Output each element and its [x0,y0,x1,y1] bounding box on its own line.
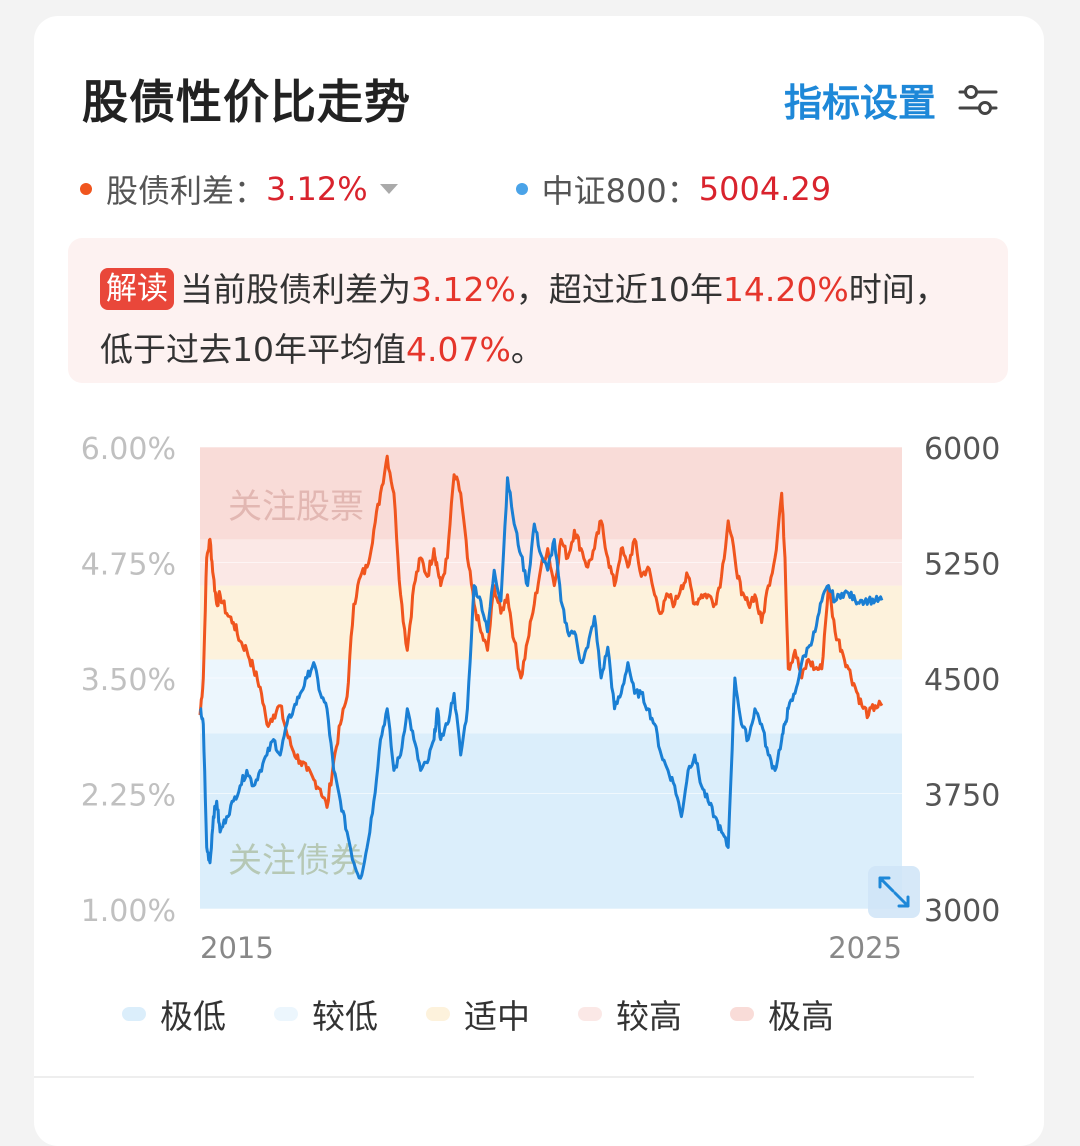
settings-label: 指标设置 [783,81,936,125]
band-legend-item[interactable]: 适中 [426,990,530,1038]
insight-v3: 4.07% [406,330,511,369]
band-4 [200,447,902,540]
x-tick-label: 2015 [200,931,274,965]
caret-down-icon[interactable] [379,184,398,194]
y-right-tick-label: 4500 [924,663,1000,698]
y-left-ticks: 6.00% 4.75% 3.50% 2.25% 1.00% [81,432,176,929]
band-swatch-icon [122,1007,146,1021]
insight-v2: 14.20% [722,270,849,309]
spread-index-chart: 关注股票 关注债券 6.00% 4.75% 3.50% 2.25% 1.00% 6000… [81,432,1001,965]
index-series-line [199,476,884,880]
sliders-icon [958,80,998,120]
x-tick-label: 2025 [828,931,902,965]
band-legend-item[interactable]: 极低 [122,990,226,1038]
insight-t2: ，超过近10年 [515,270,723,309]
insight-box: 解读 当前股债利差为3.12%，超过近10年14.20%时间， 低于过去10年平均值… [68,238,1008,383]
band-swatch-icon [274,1007,298,1021]
band-legend: 极低 较低 适中 较高 极高 [122,990,882,1038]
index-label: 中证800： [541,172,699,210]
y-right-tick-label: 3000 [924,894,1000,929]
insight-badge: 解读 [100,268,174,310]
y-left-tick-label: 1.00% [81,894,176,929]
insight-text: 解读 当前股债利差为3.12%，超过近10年14.20%时间， 低于过去10年平均值… [100,260,990,380]
expand-icon[interactable] [868,866,920,918]
band-legend-item[interactable]: 较高 [578,990,682,1038]
y-left-tick-label: 3.50% [81,663,176,698]
insight-t4: 低于过去10年平均值 [100,330,406,369]
band-label-bonds: 关注债券 [228,841,364,881]
index-value: 5004.29 [698,170,832,208]
index-legend-item: 中证800： 5004.29 [515,166,832,212]
y-right-ticks: 6000 5250 4500 3750 3000 [924,432,1000,929]
band-legend-label: 极低 [160,997,226,1036]
band-legend-label: 较高 [616,997,682,1036]
insight-t3: 时间， [848,270,948,309]
insight-t5: 。 [510,330,544,369]
index-dot-icon [515,183,528,195]
insight-t1: 当前股债利差为 [180,270,411,309]
y-left-tick-label: 2.25% [81,779,176,814]
spread-dot-icon [80,183,92,195]
y-right-tick-label: 3750 [924,779,1000,814]
y-left-tick-label: 6.00% [81,432,176,467]
band-swatch-icon [426,1007,450,1021]
band-0 [200,733,902,909]
band-legend-label: 适中 [464,997,530,1036]
y-right-tick-label: 6000 [924,432,1000,467]
band-swatch-icon [730,1007,754,1021]
series-legend: 股债利差： 3.12% 中证800： 5004.29 [80,166,831,212]
band-legend-item[interactable]: 极高 [730,990,834,1038]
y-right-tick-label: 5250 [924,548,1000,583]
band-2 [200,585,902,660]
x-ticks: 2015 2025 [200,931,902,965]
band-legend-label: 极高 [768,997,834,1036]
band-legend-item[interactable]: 较低 [274,990,378,1038]
spread-legend-item[interactable]: 股债利差： 3.12% [80,166,398,212]
spread-label: 股债利差： [106,172,267,210]
spread-value: 3.12% [266,170,368,208]
band-1 [200,659,902,734]
y-left-tick-label: 4.75% [81,548,176,583]
divider [34,1076,974,1078]
insight-v1: 3.12% [411,270,516,309]
series-lines [198,454,884,880]
spread-series-line [198,454,884,809]
band-label-stocks: 关注股票 [228,487,364,527]
indicator-settings-button[interactable]: 指标设置 [784,72,998,127]
band-swatch-icon [578,1007,602,1021]
page-title: 股债性价比走势 [82,75,411,129]
band-legend-label: 较低 [312,997,378,1036]
